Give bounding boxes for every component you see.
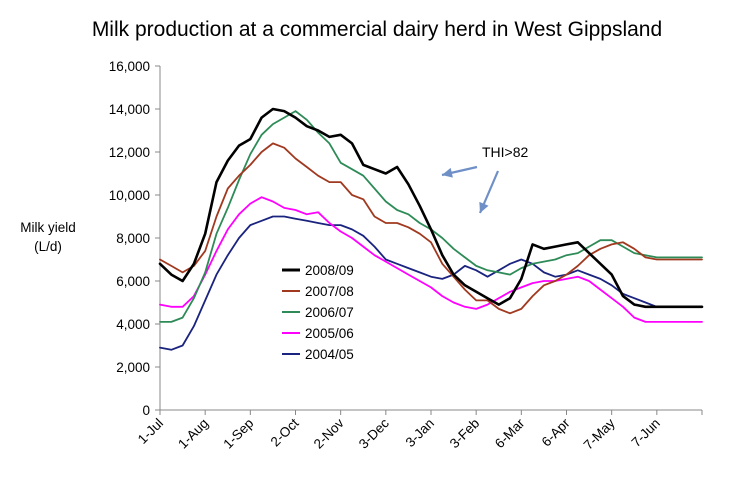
x-tick-label: 6-Apr bbox=[539, 415, 573, 449]
series-lines bbox=[158, 107, 704, 351]
y-axis-label-line2: (L/d) bbox=[34, 239, 62, 254]
x-tick-label: 3-Dec bbox=[356, 415, 392, 451]
annotation-arrow-down bbox=[478, 170, 500, 214]
series-line-2005-06 bbox=[159, 196, 703, 323]
chart-title: Milk production at a commercial dairy he… bbox=[92, 18, 662, 41]
x-tick-label: 6-Mar bbox=[492, 415, 528, 451]
legend-label: 2005/06 bbox=[305, 326, 354, 341]
series-line-2004-05 bbox=[159, 215, 703, 351]
thi-annotation: THI>82 bbox=[441, 144, 529, 214]
x-ticks: 1-Jul 1-Aug 1-Sep 2-Oct 2-Nov 3-Dec 3-Jan 3-Feb… bbox=[135, 410, 703, 453]
x-tick-label: 7-Jun bbox=[628, 416, 662, 450]
x-tick-label: 3-Feb bbox=[447, 416, 483, 452]
x-tick-label: 1-Sep bbox=[220, 416, 256, 452]
x-tick-label: 7-May bbox=[581, 415, 618, 452]
y-tick-label: 6,000 bbox=[116, 274, 150, 289]
y-tick-label: 12,000 bbox=[109, 145, 150, 160]
y-tick-label: 14,000 bbox=[109, 102, 150, 117]
x-tick-label: 2-Oct bbox=[268, 415, 302, 449]
legend-label: 2007/08 bbox=[305, 284, 354, 299]
y-tick-label: 4,000 bbox=[116, 317, 150, 332]
x-tick-label: 2-Nov bbox=[311, 415, 347, 451]
y-tick-label: 8,000 bbox=[116, 231, 150, 246]
y-axis-label-line1: Milk yield bbox=[20, 220, 76, 235]
x-tick-label: 1-Aug bbox=[175, 416, 211, 452]
legend-label: 2006/07 bbox=[305, 305, 354, 320]
series-line-2007-08 bbox=[159, 142, 703, 315]
y-tick-label: 0 bbox=[142, 403, 150, 418]
y-ticks: 0 2,000 4,000 6,000 8,000 10,000 12,000 14,000 1… bbox=[109, 59, 160, 418]
y-tick-label: 16,000 bbox=[109, 59, 150, 74]
legend: 2008/09 2007/08 2006/07 2005/06 2004/05 bbox=[282, 263, 354, 362]
y-tick-label: 10,000 bbox=[109, 188, 150, 203]
series-line-2008-09 bbox=[158, 107, 704, 309]
annotation-text: THI>82 bbox=[482, 144, 529, 160]
axes bbox=[159, 66, 702, 411]
annotation-arrow-left bbox=[441, 165, 478, 178]
legend-label: 2008/09 bbox=[305, 263, 354, 278]
x-tick-label: 1-Jul bbox=[135, 416, 166, 447]
y-tick-label: 2,000 bbox=[116, 360, 150, 375]
x-tick-label: 3-Jan bbox=[403, 416, 437, 450]
legend-label: 2004/05 bbox=[305, 347, 354, 362]
